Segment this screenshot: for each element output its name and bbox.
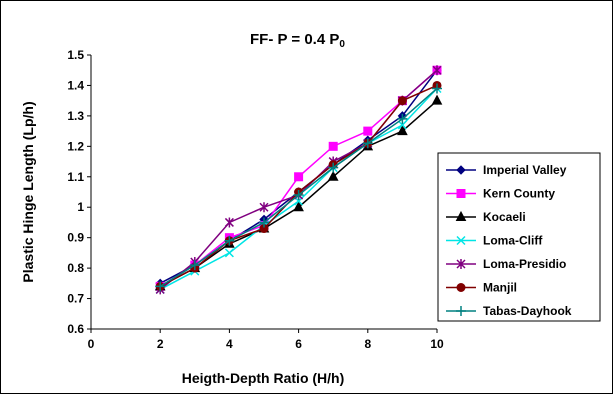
legend-marker xyxy=(456,165,466,175)
data-point xyxy=(397,120,407,130)
data-point xyxy=(362,138,373,149)
legend-item: Loma-Cliff xyxy=(446,234,543,248)
y-tick-label: 1.1 xyxy=(67,170,84,184)
x-tick-label: 4 xyxy=(226,337,233,351)
data-point xyxy=(224,248,234,258)
legend-item: Tabas-Dayhook xyxy=(446,304,572,318)
y-tick-label: 1 xyxy=(77,200,84,214)
y-tick-label: 0.8 xyxy=(67,261,84,275)
y-tick-label: 1.5 xyxy=(67,48,84,62)
x-axis: 0 2 4 6 8 10 xyxy=(88,328,444,351)
legend-label: Loma-Presidio xyxy=(483,257,566,271)
legend-label: Manjil xyxy=(483,281,517,295)
y-tick-label: 1.4 xyxy=(67,78,84,92)
y-axis-title: Plastic Hinge Length (Lp/h) xyxy=(20,101,36,282)
series-tabas-dayhook xyxy=(155,83,442,292)
legend-marker xyxy=(456,259,466,269)
plot-area: 0.6 0.7 0.8 0.9 1 1.1 1.2 1.3 1.4 1.5 0 2 4 6 8 10 xyxy=(67,48,444,351)
legend-marker xyxy=(456,189,466,198)
legend-label: Loma-Cliff xyxy=(483,234,543,248)
legend-marker xyxy=(456,306,466,316)
legend-marker xyxy=(455,210,467,221)
data-point xyxy=(259,202,269,213)
data-point xyxy=(397,96,407,106)
data-point xyxy=(293,201,304,212)
legend-label: Kern County xyxy=(483,187,555,201)
legend-item: Kern County xyxy=(446,187,555,201)
x-tick-label: 10 xyxy=(430,337,444,351)
y-tick-label: 1.3 xyxy=(67,109,84,123)
x-tick-label: 0 xyxy=(88,337,95,351)
chart-title-main: FF- P = 0.4 P xyxy=(250,31,339,48)
x-tick-label: 8 xyxy=(364,337,371,351)
legend-item: Loma-Presidio xyxy=(446,257,566,271)
y-tick-label: 0.6 xyxy=(67,322,84,336)
data-point xyxy=(328,162,339,173)
data-point xyxy=(294,172,304,182)
x-tick-label: 2 xyxy=(157,337,164,351)
chart-title: FF- P = 0.4 P0 xyxy=(250,31,345,50)
x-tick-label: 6 xyxy=(295,337,302,351)
data-point xyxy=(397,113,408,124)
legend: Imperial Valley Kern County Kocaeli Loma-Cl… xyxy=(437,152,601,322)
chart-title-subscript: 0 xyxy=(339,39,345,50)
y-axis: 0.6 0.7 0.8 0.9 1 1.1 1.2 1.3 1.4 1.5 xyxy=(67,48,92,336)
data-point xyxy=(155,281,166,292)
data-point xyxy=(432,83,442,94)
legend-items: Imperial Valley Kern County Kocaeli Loma-Cl… xyxy=(446,163,572,318)
data-point xyxy=(397,125,408,136)
data-point xyxy=(189,260,200,271)
x-axis-title: Heigth-Depth Ratio (H/h) xyxy=(182,370,345,386)
data-point xyxy=(363,126,373,136)
data-point xyxy=(432,65,442,76)
legend-label: Imperial Valley xyxy=(483,163,567,177)
y-tick-label: 0.9 xyxy=(67,231,84,245)
legend-label: Kocaeli xyxy=(483,210,526,224)
legend-marker xyxy=(456,235,466,246)
data-point xyxy=(327,170,339,181)
legend-label: Tabas-Dayhook xyxy=(483,304,572,318)
data-point xyxy=(328,141,338,151)
legend-item: Manjil xyxy=(446,281,517,295)
legend-item: Kocaeli xyxy=(446,210,526,224)
legend-item: Imperial Valley xyxy=(446,163,567,177)
series-layer xyxy=(154,65,443,295)
data-point xyxy=(431,94,443,105)
data-point xyxy=(224,217,234,228)
y-tick-label: 1.2 xyxy=(67,139,84,153)
y-tick-label: 0.7 xyxy=(67,292,84,306)
data-point xyxy=(224,235,235,246)
legend-marker xyxy=(456,283,466,292)
data-point xyxy=(259,217,269,228)
data-point xyxy=(293,190,304,201)
